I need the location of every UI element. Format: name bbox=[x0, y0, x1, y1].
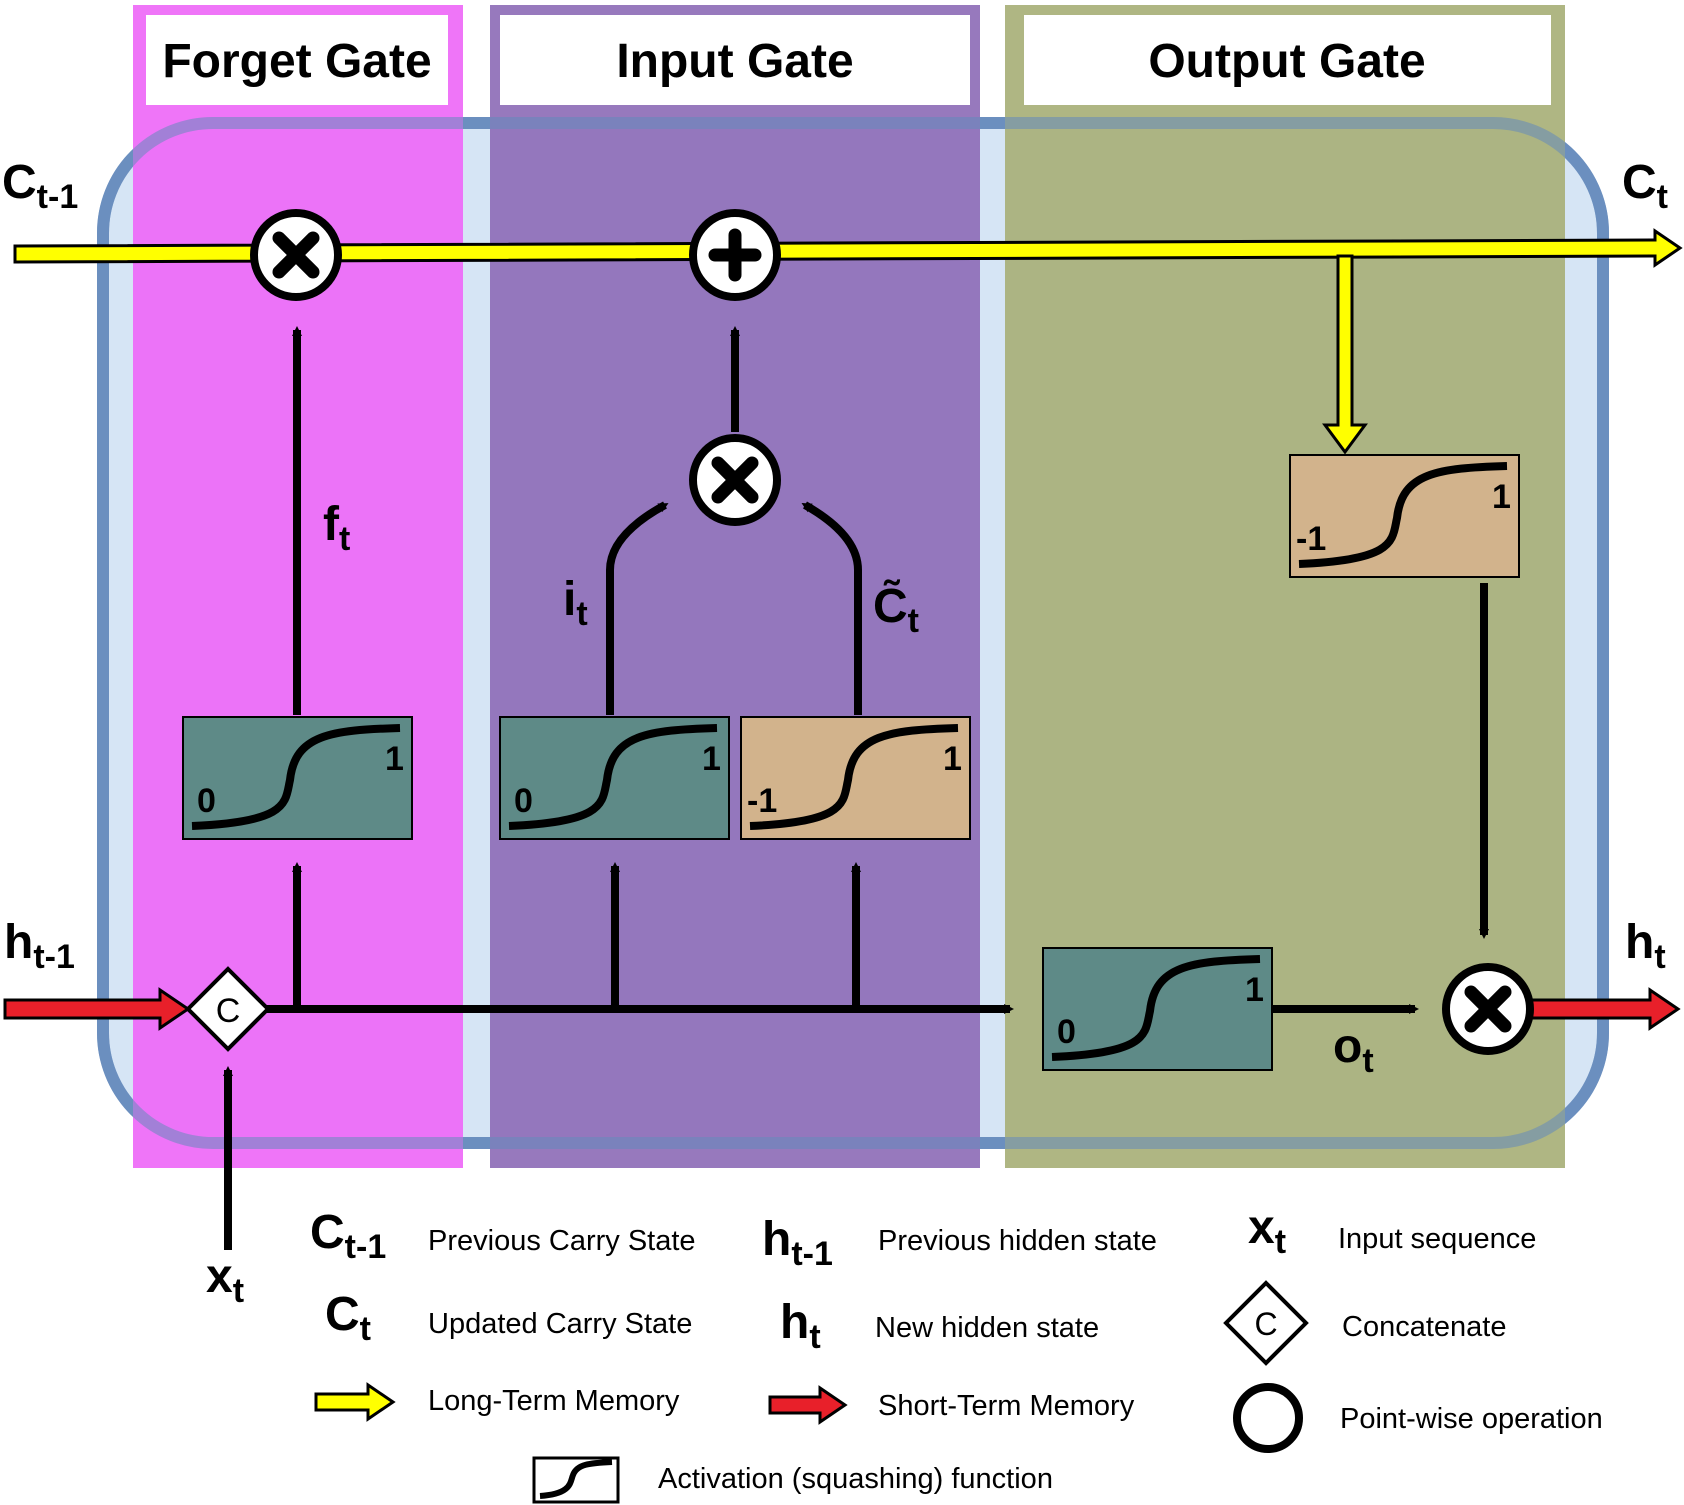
multiply-icon bbox=[1464, 985, 1512, 1033]
legend-pointwise-desc: Point-wise operation bbox=[1340, 1403, 1603, 1435]
forget-gate-title-box bbox=[146, 15, 448, 105]
h-prev-label: ht-1 bbox=[4, 916, 75, 976]
forget-sigmoid-box: 0 1 bbox=[182, 716, 413, 840]
input-gate-title-box bbox=[500, 15, 970, 105]
legend-short-term-desc: Short-Term Memory bbox=[878, 1390, 1135, 1422]
input-sigmoid-box: 0 1 bbox=[499, 716, 730, 840]
input-tanh-box: -1 1 bbox=[740, 716, 971, 840]
output-sigmoid-high: 1 bbox=[1245, 971, 1264, 1009]
ft-label: ft bbox=[323, 498, 350, 558]
forget-sigmoid-high: 1 bbox=[385, 740, 404, 778]
output-sigmoid-low: 0 bbox=[1057, 1013, 1076, 1051]
output-tanh-high: 1 bbox=[1492, 478, 1511, 516]
forget-sigmoid-low: 0 bbox=[197, 782, 216, 820]
plus-icon bbox=[708, 228, 762, 282]
input-sigmoid-high: 1 bbox=[702, 740, 721, 778]
c-next-label: Ct bbox=[1622, 156, 1668, 216]
concat-symbol: C bbox=[216, 992, 241, 1030]
h-next-label: ht bbox=[1625, 916, 1666, 976]
forget-multiply-op bbox=[250, 209, 342, 301]
connections bbox=[223, 326, 1489, 1250]
legend-h-next-desc: New hidden state bbox=[875, 1312, 1099, 1344]
legend-h-prev-symbol: ht-1 bbox=[762, 1213, 833, 1273]
input-gate-region bbox=[490, 5, 980, 1168]
output-gate-title: Output Gate bbox=[1148, 35, 1425, 88]
it-line bbox=[606, 501, 669, 715]
legend-long-term-desc: Long-Term Memory bbox=[428, 1385, 680, 1417]
input-tanh-high: 1 bbox=[943, 740, 962, 778]
output-multiply-op bbox=[1442, 963, 1534, 1055]
multiply-icon bbox=[272, 231, 320, 279]
legend-x-desc: Input sequence bbox=[1338, 1223, 1536, 1255]
input-multiply-op bbox=[689, 434, 781, 526]
h-prev-red-arrow bbox=[3, 987, 191, 1031]
output-gate-title-box bbox=[1024, 15, 1551, 105]
multiply-icon bbox=[711, 456, 759, 504]
legend-short-term-arrow-icon bbox=[768, 1385, 848, 1425]
output-sigmoid-box: 0 1 bbox=[1042, 947, 1273, 1071]
cell-state-to-tanh-arrow bbox=[1322, 254, 1368, 455]
x-input-label: xt bbox=[206, 1250, 244, 1310]
concat-node: C bbox=[185, 966, 271, 1052]
legend: Ct-1 Previous Carry State Ct Updated Car… bbox=[310, 1201, 1603, 1504]
legend-activation-icon bbox=[532, 1456, 620, 1504]
legend-long-term-arrow-icon bbox=[314, 1382, 396, 1422]
lstm-cell-border bbox=[97, 117, 1609, 1149]
cell-add-op bbox=[689, 209, 781, 301]
input-tanh-low: -1 bbox=[747, 782, 777, 820]
ctilde-label: C̃t bbox=[873, 579, 919, 640]
input-gate-title: Input Gate bbox=[616, 35, 853, 88]
forget-gate-title: Forget Gate bbox=[162, 35, 431, 88]
legend-c-next-desc: Updated Carry State bbox=[428, 1308, 692, 1340]
svg-text:C: C bbox=[1254, 1306, 1277, 1342]
legend-activation-desc: Activation (squashing) function bbox=[658, 1463, 1053, 1495]
legend-c-prev-desc: Previous Carry State bbox=[428, 1225, 696, 1257]
input-sigmoid-low: 0 bbox=[514, 782, 533, 820]
output-tanh-box: -1 1 bbox=[1289, 454, 1520, 578]
legend-pointwise-icon bbox=[1233, 1383, 1303, 1453]
legend-c-next-symbol: Ct bbox=[325, 1288, 371, 1348]
legend-x-symbol: xt bbox=[1248, 1201, 1286, 1261]
ot-label: ot bbox=[1333, 1020, 1374, 1080]
output-tanh-low: -1 bbox=[1296, 520, 1326, 558]
legend-h-next-symbol: ht bbox=[780, 1296, 821, 1356]
c-prev-label: Ct-1 bbox=[2, 156, 78, 216]
h-next-red-arrow bbox=[1518, 987, 1681, 1031]
legend-concat-desc: Concatenate bbox=[1342, 1311, 1506, 1343]
legend-h-prev-desc: Previous hidden state bbox=[878, 1225, 1157, 1257]
ctilde-line bbox=[801, 501, 862, 715]
it-label: it bbox=[563, 573, 588, 633]
legend-c-prev-symbol: Ct-1 bbox=[310, 1206, 386, 1266]
legend-concat-icon: C bbox=[1223, 1280, 1309, 1366]
